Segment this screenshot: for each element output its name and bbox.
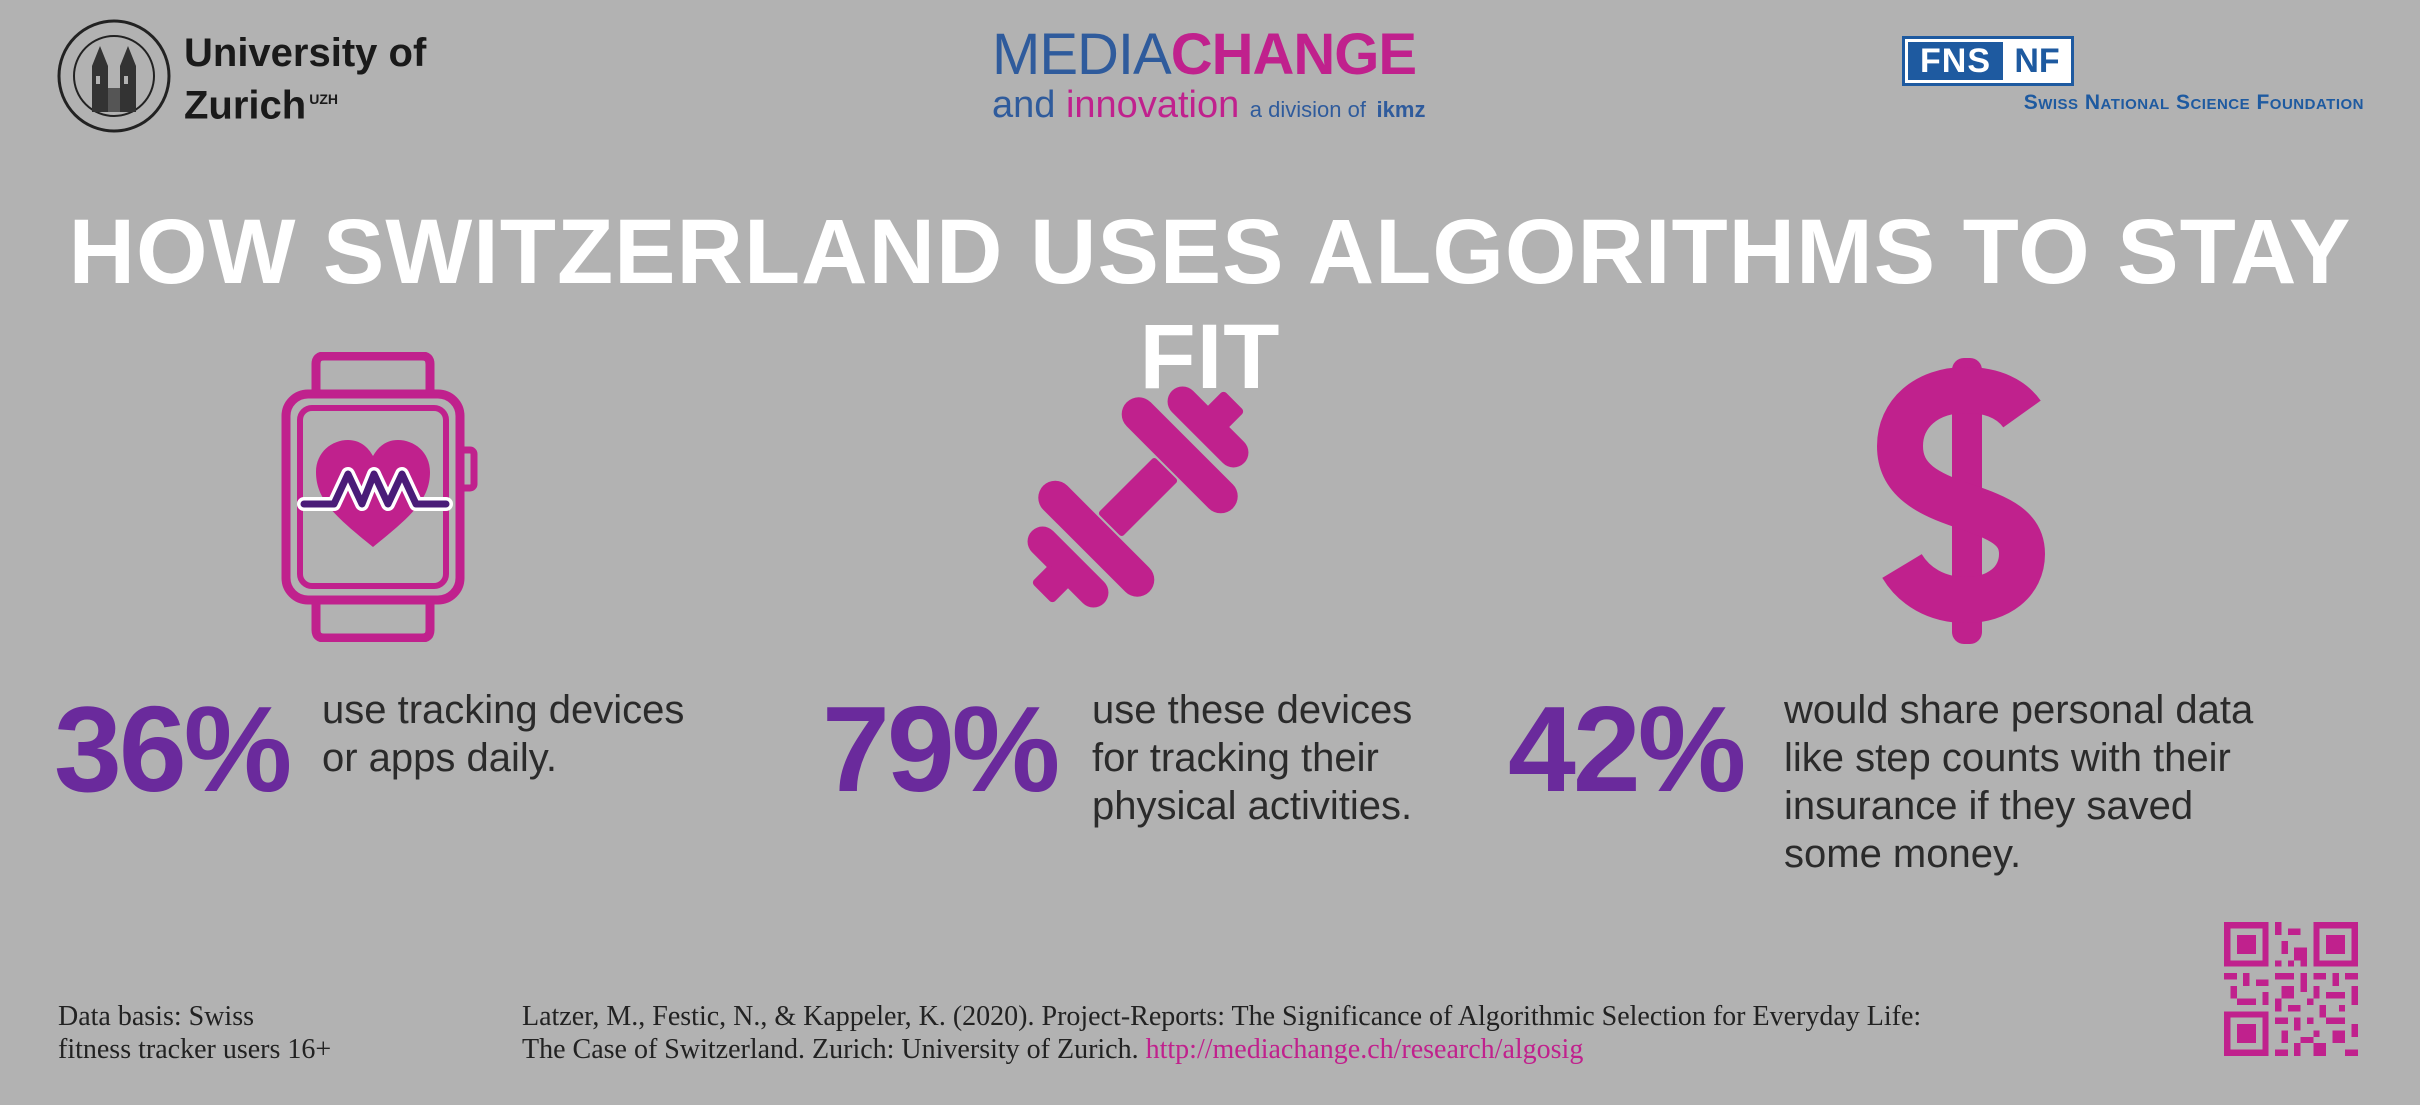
snf-logo-right: NF bbox=[2014, 42, 2060, 80]
tagline-innovation: innovation bbox=[1065, 84, 1240, 126]
stat-2-line3: physical activities. bbox=[1092, 784, 1413, 828]
citation-line1: Latzer, M., Festic, N., & Kappeler, K. (… bbox=[522, 1001, 1922, 1032]
snf-logo-left: FNS bbox=[1908, 42, 2003, 80]
smartwatch-heart-icon bbox=[281, 352, 478, 642]
citation: Latzer, M., Festic, N., & Kappeler, K. (… bbox=[522, 1000, 2222, 1066]
stat-percent-3: 42% bbox=[1508, 681, 1746, 817]
division-text: a division of bbox=[1249, 97, 1366, 122]
stat-description-2: use these devices for tracking their phy… bbox=[1092, 686, 1512, 830]
stat-2-line1: use these devices bbox=[1092, 688, 1413, 732]
snf-name: Swiss National Science Foundation bbox=[2023, 91, 2364, 114]
stat-3-line2: like step counts with their bbox=[1784, 736, 2231, 780]
uzh-sup: UZH bbox=[309, 91, 339, 107]
citation-line2: The Case of Switzerland. Zurich: Univers… bbox=[522, 1034, 1139, 1065]
dumbbell-icon bbox=[1027, 386, 1249, 608]
dollar-icon bbox=[1876, 358, 2046, 644]
stat-2-line2: for tracking their bbox=[1092, 736, 1379, 780]
qr-code[interactable] bbox=[2224, 922, 2358, 1056]
stat-1-line2: or apps daily. bbox=[322, 736, 557, 780]
data-basis-line2: fitness tracker users 16+ bbox=[58, 1034, 332, 1065]
data-basis-note: Data basis: Swiss fitness tracker users … bbox=[58, 1000, 418, 1066]
uzh-name: University of Zurich UZH bbox=[184, 30, 426, 128]
uzh-seal-logo bbox=[57, 19, 171, 133]
snf-logo: FNS NF bbox=[1902, 36, 2074, 86]
stat-description-1: use tracking devices or apps daily. bbox=[322, 686, 722, 782]
stat-1-line1: use tracking devices bbox=[322, 688, 685, 732]
data-basis-line1: Data basis: Swiss bbox=[58, 1001, 254, 1032]
mediachange-logo: MEDIACHANGE and innovation a division of… bbox=[992, 26, 1426, 126]
uzh-name-line1: University of bbox=[184, 31, 427, 75]
mediachange-media: MEDIA bbox=[992, 22, 1172, 87]
citation-link[interactable]: http://mediachange.ch/research/algosig bbox=[1145, 1034, 1584, 1065]
tagline-and: and bbox=[992, 84, 1056, 126]
stat-description-3: would share personal data like step coun… bbox=[1784, 686, 2344, 878]
stat-3-line4: some money. bbox=[1784, 832, 2022, 876]
stat-3-line3: insurance if they saved bbox=[1784, 784, 2194, 828]
stat-percent-2: 79% bbox=[822, 681, 1060, 817]
division-org: ikmz bbox=[1376, 97, 1426, 122]
stat-percent-1: 36% bbox=[54, 681, 292, 817]
stat-3-line1: would share personal data bbox=[1784, 688, 2254, 732]
page-title: HOW SWITZERLAND USES ALGORITHMS TO STAY … bbox=[68, 201, 2352, 408]
mediachange-change: CHANGE bbox=[1170, 22, 1417, 87]
uzh-name-line2: Zurich bbox=[184, 83, 307, 128]
